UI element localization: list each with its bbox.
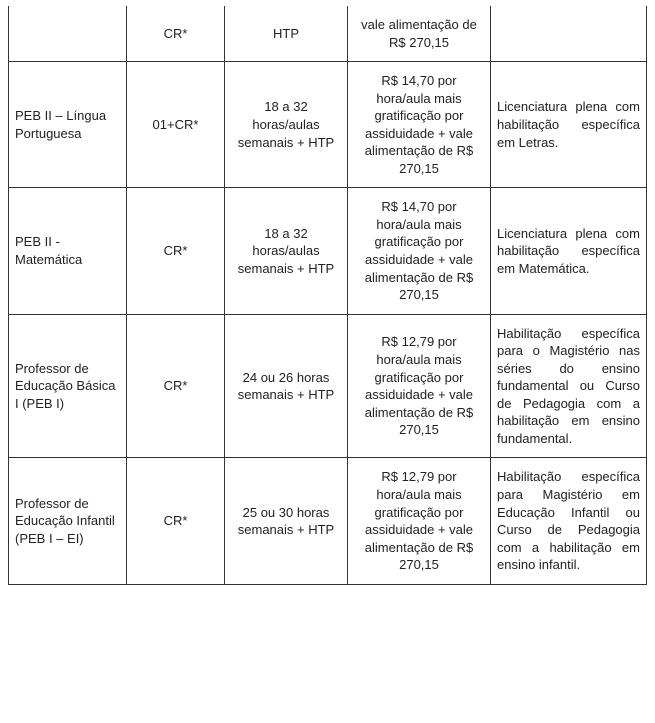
cell-cargo [9,6,127,62]
cell-remuneracao: R$ 12,79 por hora/aula mais gratificação… [348,458,491,584]
cell-remuneracao: R$ 14,70 por hora/aula mais gratificação… [348,188,491,314]
cell-cargo: PEB II – Língua Portuguesa [9,62,127,188]
cell-cargo: Professor de Educação Infantil (PEB I – … [9,458,127,584]
cell-remuneracao: R$ 12,79 por hora/aula mais gratificação… [348,314,491,458]
cell-jornada: 25 ou 30 horas semanais + HTP [225,458,348,584]
table-row: PEB II – Língua Portuguesa 01+CR* 18 a 3… [9,62,647,188]
cell-jornada: 18 a 32 horas/aulas semanais + HTP [225,62,348,188]
table-row: Professor de Educação Básica I (PEB I) C… [9,314,647,458]
cell-cargo: Professor de Educação Básica I (PEB I) [9,314,127,458]
cargos-table: CR* HTP vale alimentação de R$ 270,15 PE… [8,6,647,585]
cell-jornada: 24 ou 26 horas semanais + HTP [225,314,348,458]
cell-jornada: HTP [225,6,348,62]
table-row: PEB II - Matemática CR* 18 a 32 horas/au… [9,188,647,314]
cell-vagas: 01+CR* [127,62,225,188]
table-row: CR* HTP vale alimentação de R$ 270,15 [9,6,647,62]
cell-requisitos: Licenciatura plena com habilitação espec… [491,188,647,314]
cell-vagas: CR* [127,6,225,62]
cell-requisitos: Licenciatura plena com habilitação espec… [491,62,647,188]
cell-requisitos: Habilitação específica para o Magistério… [491,314,647,458]
cell-cargo: PEB II - Matemática [9,188,127,314]
cell-vagas: CR* [127,188,225,314]
cell-requisitos: Habilitação específica para Magistério e… [491,458,647,584]
cell-vagas: CR* [127,458,225,584]
cell-remuneracao: vale alimentação de R$ 270,15 [348,6,491,62]
cell-remuneracao: R$ 14,70 por hora/aula mais gratificação… [348,62,491,188]
table-row: Professor de Educação Infantil (PEB I – … [9,458,647,584]
cell-requisitos [491,6,647,62]
cell-vagas: CR* [127,314,225,458]
cell-jornada: 18 a 32 horas/aulas semanais + HTP [225,188,348,314]
